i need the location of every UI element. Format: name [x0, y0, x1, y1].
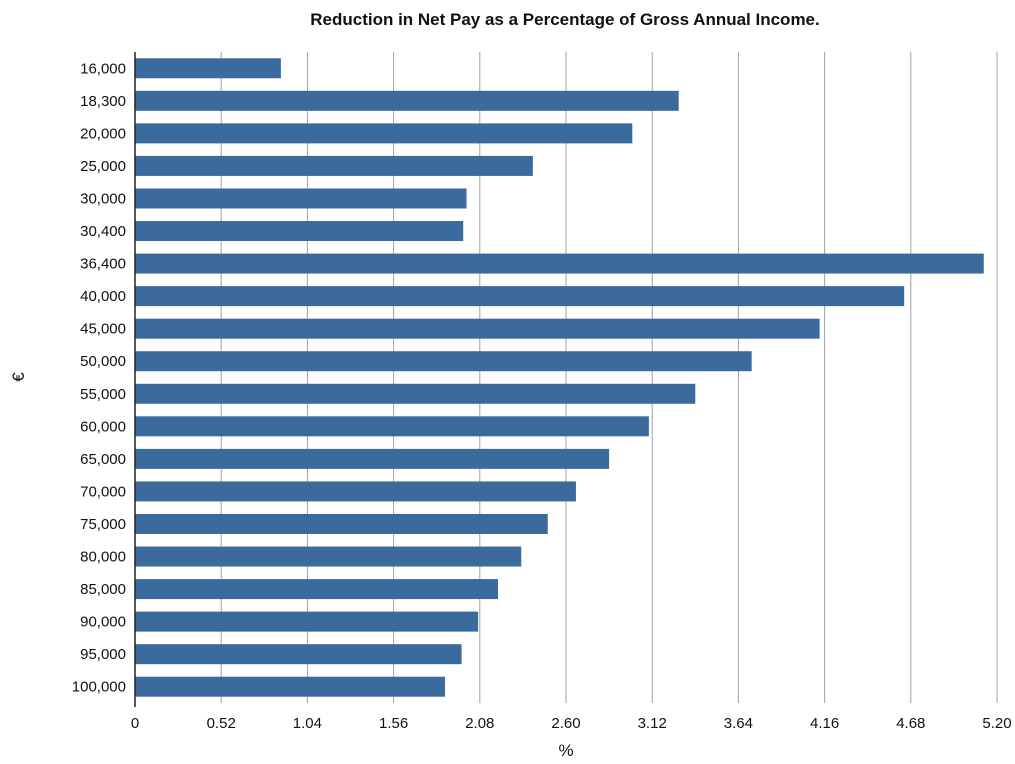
y-tick-labels: 16,000 18,300 20,000 25,000 30,000 30,400 36,4… [72, 60, 126, 695]
x-tick-label: 4.68 [896, 715, 925, 732]
bar-90000 [135, 611, 479, 632]
bar-75000 [135, 513, 548, 534]
y-tick-label: 40,000 [80, 288, 126, 305]
gridlines [220, 52, 998, 703]
x-tick-label: 3.64 [724, 715, 753, 732]
y-tick-label: 85,000 [80, 581, 126, 598]
bar-95000 [135, 644, 462, 665]
bars [135, 58, 984, 697]
bar-18300 [135, 90, 679, 111]
y-tick-label: 30,400 [80, 223, 126, 240]
x-tick-labels: 0 0.52 1.04 1.56 2.08 2.60 3.12 3.64 4.16 4.68 5.2… [131, 715, 1012, 732]
bar-100000 [135, 676, 445, 697]
x-tick-label: 3.12 [638, 715, 667, 732]
bar-65000 [135, 448, 610, 469]
y-tick-label: 50,000 [80, 353, 126, 370]
bar-80000 [135, 546, 522, 567]
y-tick-label: 16,000 [80, 60, 126, 77]
y-tick-label: 90,000 [80, 614, 126, 631]
bar-30400 [135, 221, 464, 242]
x-tick-label: 0.52 [207, 715, 236, 732]
bar-36400 [135, 253, 984, 274]
x-tick-label: 0 [131, 715, 139, 732]
x-tick-label: 2.08 [465, 715, 494, 732]
bar-30000 [135, 188, 467, 209]
y-tick-label: 45,000 [80, 321, 126, 338]
y-axis-label: € [9, 372, 28, 382]
y-tick-label: 20,000 [80, 125, 126, 142]
y-tick-label: 60,000 [80, 418, 126, 435]
bar-50000 [135, 351, 752, 372]
bar-85000 [135, 579, 499, 600]
y-tick-label: 95,000 [80, 646, 126, 663]
y-tick-label: 75,000 [80, 516, 126, 533]
y-tick-label: 55,000 [80, 386, 126, 403]
bar-55000 [135, 383, 696, 404]
x-axis-label: % [558, 741, 573, 760]
y-tick-label: 25,000 [80, 158, 126, 175]
chart-title: Reduction in Net Pay as a Percentage of … [310, 10, 820, 29]
bar-60000 [135, 416, 649, 437]
bar-40000 [135, 286, 905, 307]
x-tick-label: 4.16 [810, 715, 839, 732]
y-tick-label: 36,400 [80, 256, 126, 273]
y-tick-label: 30,000 [80, 190, 126, 207]
y-tick-label: 80,000 [80, 549, 126, 566]
x-tick-label: 1.04 [293, 715, 322, 732]
x-tick-label: 1.56 [379, 715, 408, 732]
y-tick-label: 65,000 [80, 451, 126, 468]
bar-25000 [135, 155, 533, 176]
bar-16000 [135, 58, 281, 79]
y-tick-label: 70,000 [80, 483, 126, 500]
x-tick-label: 2.60 [551, 715, 580, 732]
y-tick-label: 18,300 [80, 93, 126, 110]
y-tick-label: 100,000 [72, 679, 126, 696]
bar-45000 [135, 318, 820, 339]
bar-20000 [135, 123, 633, 144]
bar-70000 [135, 481, 576, 502]
x-tick-label: 5.20 [982, 715, 1011, 732]
